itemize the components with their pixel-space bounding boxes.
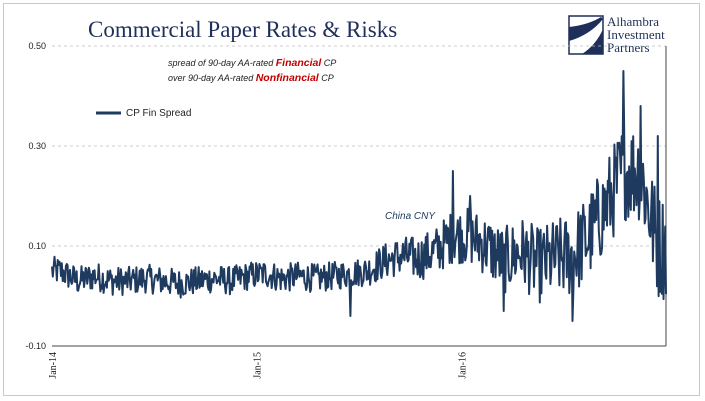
annotation-line-1: spread of 90-day AA-rated Financial CP [168, 57, 336, 69]
logo-line-1: Alhambra [607, 14, 659, 29]
series-lines [51, 70, 667, 322]
chart-title: Commercial Paper Rates & Risks [88, 17, 398, 42]
annotation-line-2: over 90-day AA-rated Nonfinancial CP [168, 72, 334, 84]
annotation-line-2-emphasis: Nonfinancial [256, 72, 320, 84]
annotation-line-2-prefix: over 90-day AA-rated [168, 73, 256, 83]
y-tick-label: 0.50 [28, 41, 46, 51]
y-tick-label: 0.10 [28, 241, 46, 251]
x-tick-label: Jan-16 [457, 352, 468, 379]
series-line-cp-fin-spread [51, 70, 667, 322]
x-tick-label: Jan-15 [253, 352, 264, 379]
annotation-line-1-prefix: spread of 90-day AA-rated [168, 58, 276, 68]
annotation-line-1-suffix: CP [321, 58, 336, 68]
legend-label: CP Fin Spread [126, 108, 191, 119]
y-tick-label: 0.30 [28, 141, 46, 151]
chart-frame [3, 3, 700, 396]
y-tick-labels: -0.10 0.10 0.30 0.50 [25, 41, 46, 351]
annotation-line-2-suffix: CP [319, 73, 334, 83]
logo-line-2: Investment [607, 27, 665, 42]
x-tick-label: Jan-14 [48, 352, 59, 379]
annotation-line-1-emphasis: Financial [276, 57, 323, 69]
grid-lines [52, 45, 666, 247]
alhambra-logo-icon [568, 15, 604, 55]
company-logo: Alhambra Investment Partners [568, 15, 698, 55]
china-cny-label: China CNY [385, 211, 436, 222]
legend: CP Fin Spread [96, 108, 191, 119]
x-tick-labels: Jan-14 Jan-15 Jan-16 [48, 352, 468, 379]
logo-line-3: Partners [607, 40, 650, 55]
y-tick-label: -0.10 [25, 341, 46, 351]
